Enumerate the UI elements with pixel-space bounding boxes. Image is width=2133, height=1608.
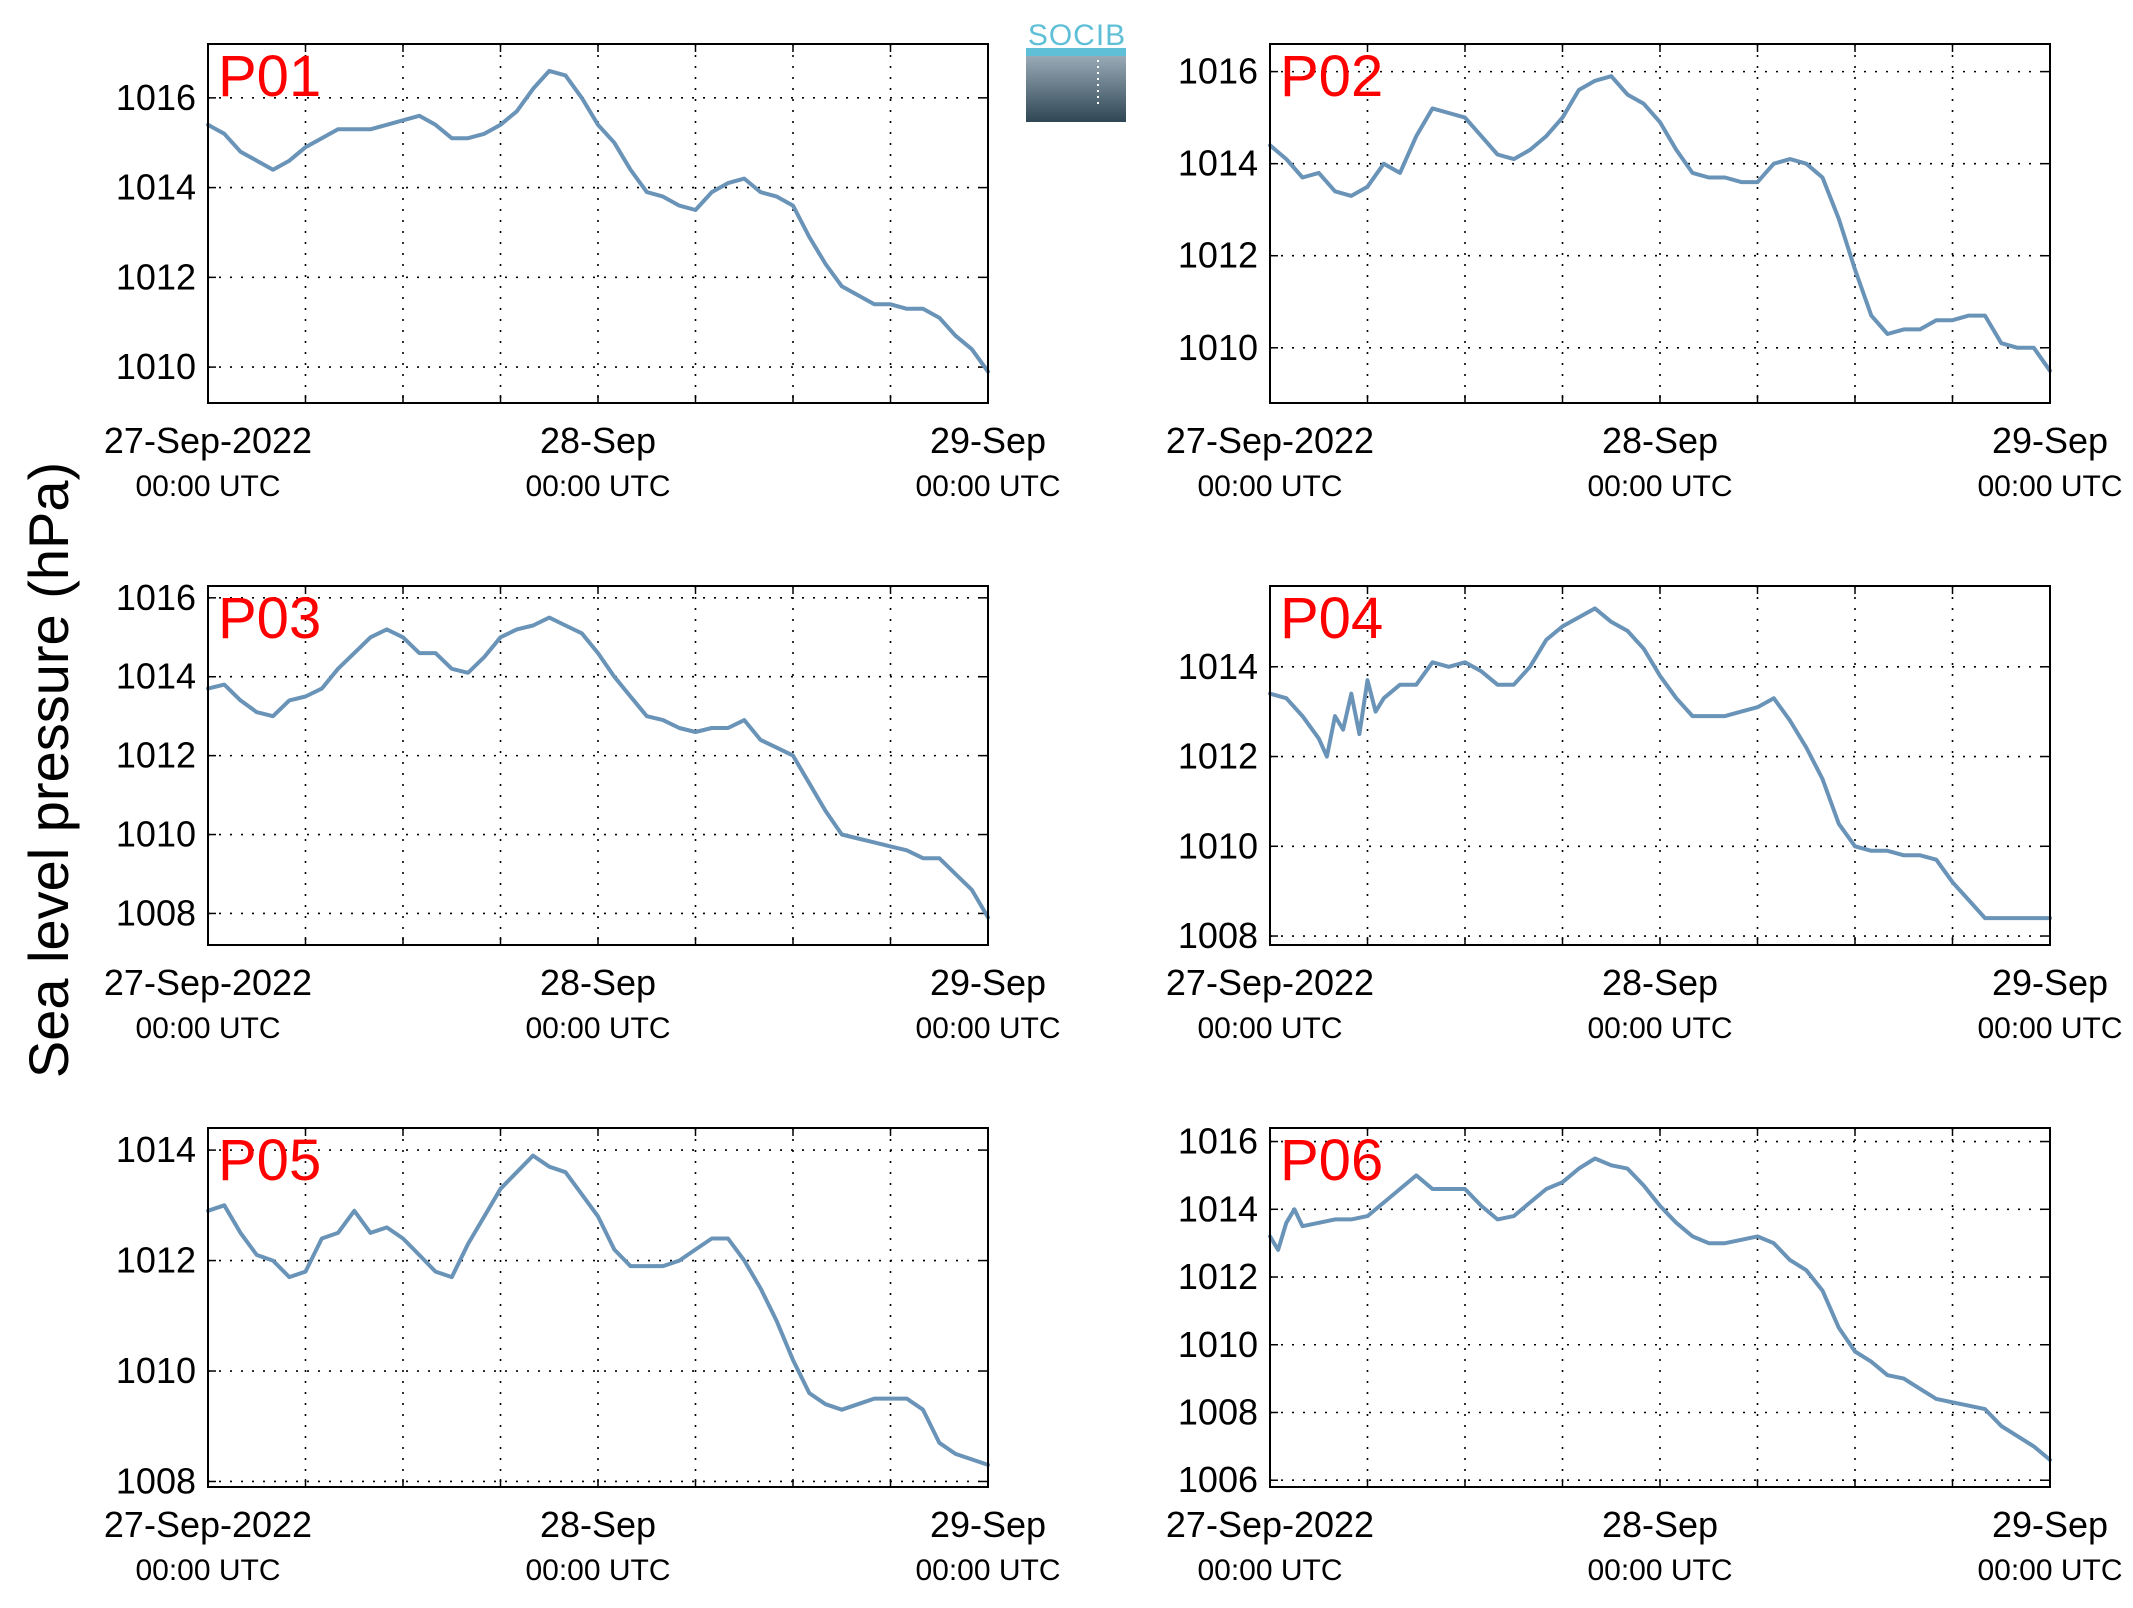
panel-p01: 1010 1012 1014 1016 27-Sep-2022 00:00 UTC 28-S… [104,43,1061,503]
x-tick-label: 27-Sep-2022 [1166,420,1374,461]
panel-p03: 1008 1010 1012 1014 1016 27-Sep-2022 00:00 UTC… [104,577,1061,1045]
axes-frame [1269,585,2051,946]
y-tick-label: 1010 [116,814,196,855]
x-tick-sublabel: 00:00 UTC [525,1554,670,1587]
x-tick-label: 28-Sep [540,962,656,1003]
y-tick-label: 1012 [116,735,196,776]
y-tick-label: 1012 [116,256,196,297]
x-tick-sublabel: 00:00 UTC [525,1012,670,1045]
x-tick-sublabel: 00:00 UTC [915,470,1060,503]
y-tick-label: 1012 [1178,235,1258,276]
series-line-p02 [1268,74,2052,373]
y-tick-label: 1016 [116,577,196,618]
x-tick-sublabel: 00:00 UTC [525,470,670,503]
axes-frame [1269,1127,2051,1488]
x-tick-sublabel: 00:00 UTC [1587,1554,1732,1587]
axes-frame [207,585,989,946]
x-tick-sublabel: 00:00 UTC [1977,1012,2122,1045]
y-tick-label: 1008 [1178,1391,1258,1432]
x-tick-label: 27-Sep-2022 [104,962,312,1003]
axes-frame [1269,43,2051,404]
y-tick-label: 1008 [116,892,196,933]
x-tick-sublabel: 00:00 UTC [915,1554,1060,1587]
x-tick-sublabel: 00:00 UTC [915,1012,1060,1045]
x-tick-sublabel: 00:00 UTC [1587,1012,1732,1045]
x-tick-label: 29-Sep [1992,1504,2108,1545]
panel-p05: 1008 1010 1012 1014 27-Sep-2022 00:00 UTC 28-S… [104,1127,1061,1587]
x-tick-sublabel: 00:00 UTC [1197,470,1342,503]
x-tick-label: 27-Sep-2022 [1166,962,1374,1003]
panel-label: P03 [218,586,321,651]
panel-label: P05 [218,1128,321,1193]
y-tick-label: 1016 [1178,1121,1258,1162]
x-tick-label: 29-Sep [930,1504,1046,1545]
y-tick-label: 1014 [1178,1188,1258,1229]
x-tick-label: 28-Sep [1602,420,1718,461]
logo-gradient-block [1026,52,1126,122]
y-tick-label: 1016 [116,77,196,118]
series-line-p05 [206,1153,990,1467]
panel-label: P02 [1280,44,1383,109]
x-tick-sublabel: 00:00 UTC [135,1554,280,1587]
x-tick-label: 29-Sep [930,420,1046,461]
x-tick-sublabel: 00:00 UTC [1197,1012,1342,1045]
x-tick-label: 27-Sep-2022 [104,420,312,461]
series-line-p03 [206,615,990,920]
socib-logo: SOCIB [1026,19,1126,122]
x-tick-label: 29-Sep [1992,420,2108,461]
y-tick-label: 1006 [1178,1459,1258,1500]
panel-label: P04 [1280,586,1383,651]
y-tick-label: 1010 [1178,1324,1258,1365]
y-tick-label: 1014 [1178,143,1258,184]
logo-text: SOCIB [1028,19,1126,52]
series-line-p04 [1268,606,2052,921]
x-tick-sublabel: 00:00 UTC [1197,1554,1342,1587]
x-tick-label: 27-Sep-2022 [104,1504,312,1545]
x-tick-sublabel: 00:00 UTC [1977,470,2122,503]
panel-label: P06 [1280,1128,1383,1193]
y-tick-label: 1014 [116,656,196,697]
x-tick-sublabel: 00:00 UTC [1977,1554,2122,1587]
x-tick-label: 27-Sep-2022 [1166,1504,1374,1545]
y-tick-label: 1010 [116,1350,196,1391]
y-axis-label: Sea level pressure (hPa) [17,462,80,1078]
y-tick-label: 1008 [1178,915,1258,956]
x-tick-label: 29-Sep [930,962,1046,1003]
axes-frame [207,1127,989,1488]
x-tick-label: 28-Sep [1602,962,1718,1003]
y-tick-label: 1012 [116,1240,196,1281]
panel-p06: 1006 1008 1010 1012 1014 1016 27-Sep-2022 00:00… [1166,1121,2123,1587]
y-tick-label: 1012 [1178,736,1258,777]
y-tick-label: 1008 [116,1460,196,1501]
x-tick-label: 28-Sep [540,1504,656,1545]
logo-wave [1026,48,1126,56]
x-tick-label: 29-Sep [1992,962,2108,1003]
axes-frame [207,43,989,404]
x-tick-label: 28-Sep [540,420,656,461]
series-line-p06 [1268,1156,2052,1462]
y-tick-label: 1010 [1178,825,1258,866]
panel-p02: 1010 1012 1014 1016 27-Sep-2022 00:00 UTC 28-S… [1166,43,2123,503]
x-tick-label: 28-Sep [1602,1504,1718,1545]
series-line-p01 [206,68,990,374]
y-tick-label: 1010 [1178,327,1258,368]
panel-p04: 1008 1010 1012 1014 27-Sep-2022 00:00 UTC 28-S… [1166,585,2123,1045]
y-tick-label: 1010 [116,346,196,387]
panel-label: P01 [218,44,321,109]
x-tick-sublabel: 00:00 UTC [1587,470,1732,503]
y-tick-label: 1014 [116,167,196,208]
y-tick-label: 1016 [1178,51,1258,92]
y-tick-label: 1014 [116,1129,196,1170]
x-tick-sublabel: 00:00 UTC [135,1012,280,1045]
y-tick-label: 1014 [1178,646,1258,687]
y-tick-label: 1012 [1178,1256,1258,1297]
x-tick-sublabel: 00:00 UTC [135,470,280,503]
